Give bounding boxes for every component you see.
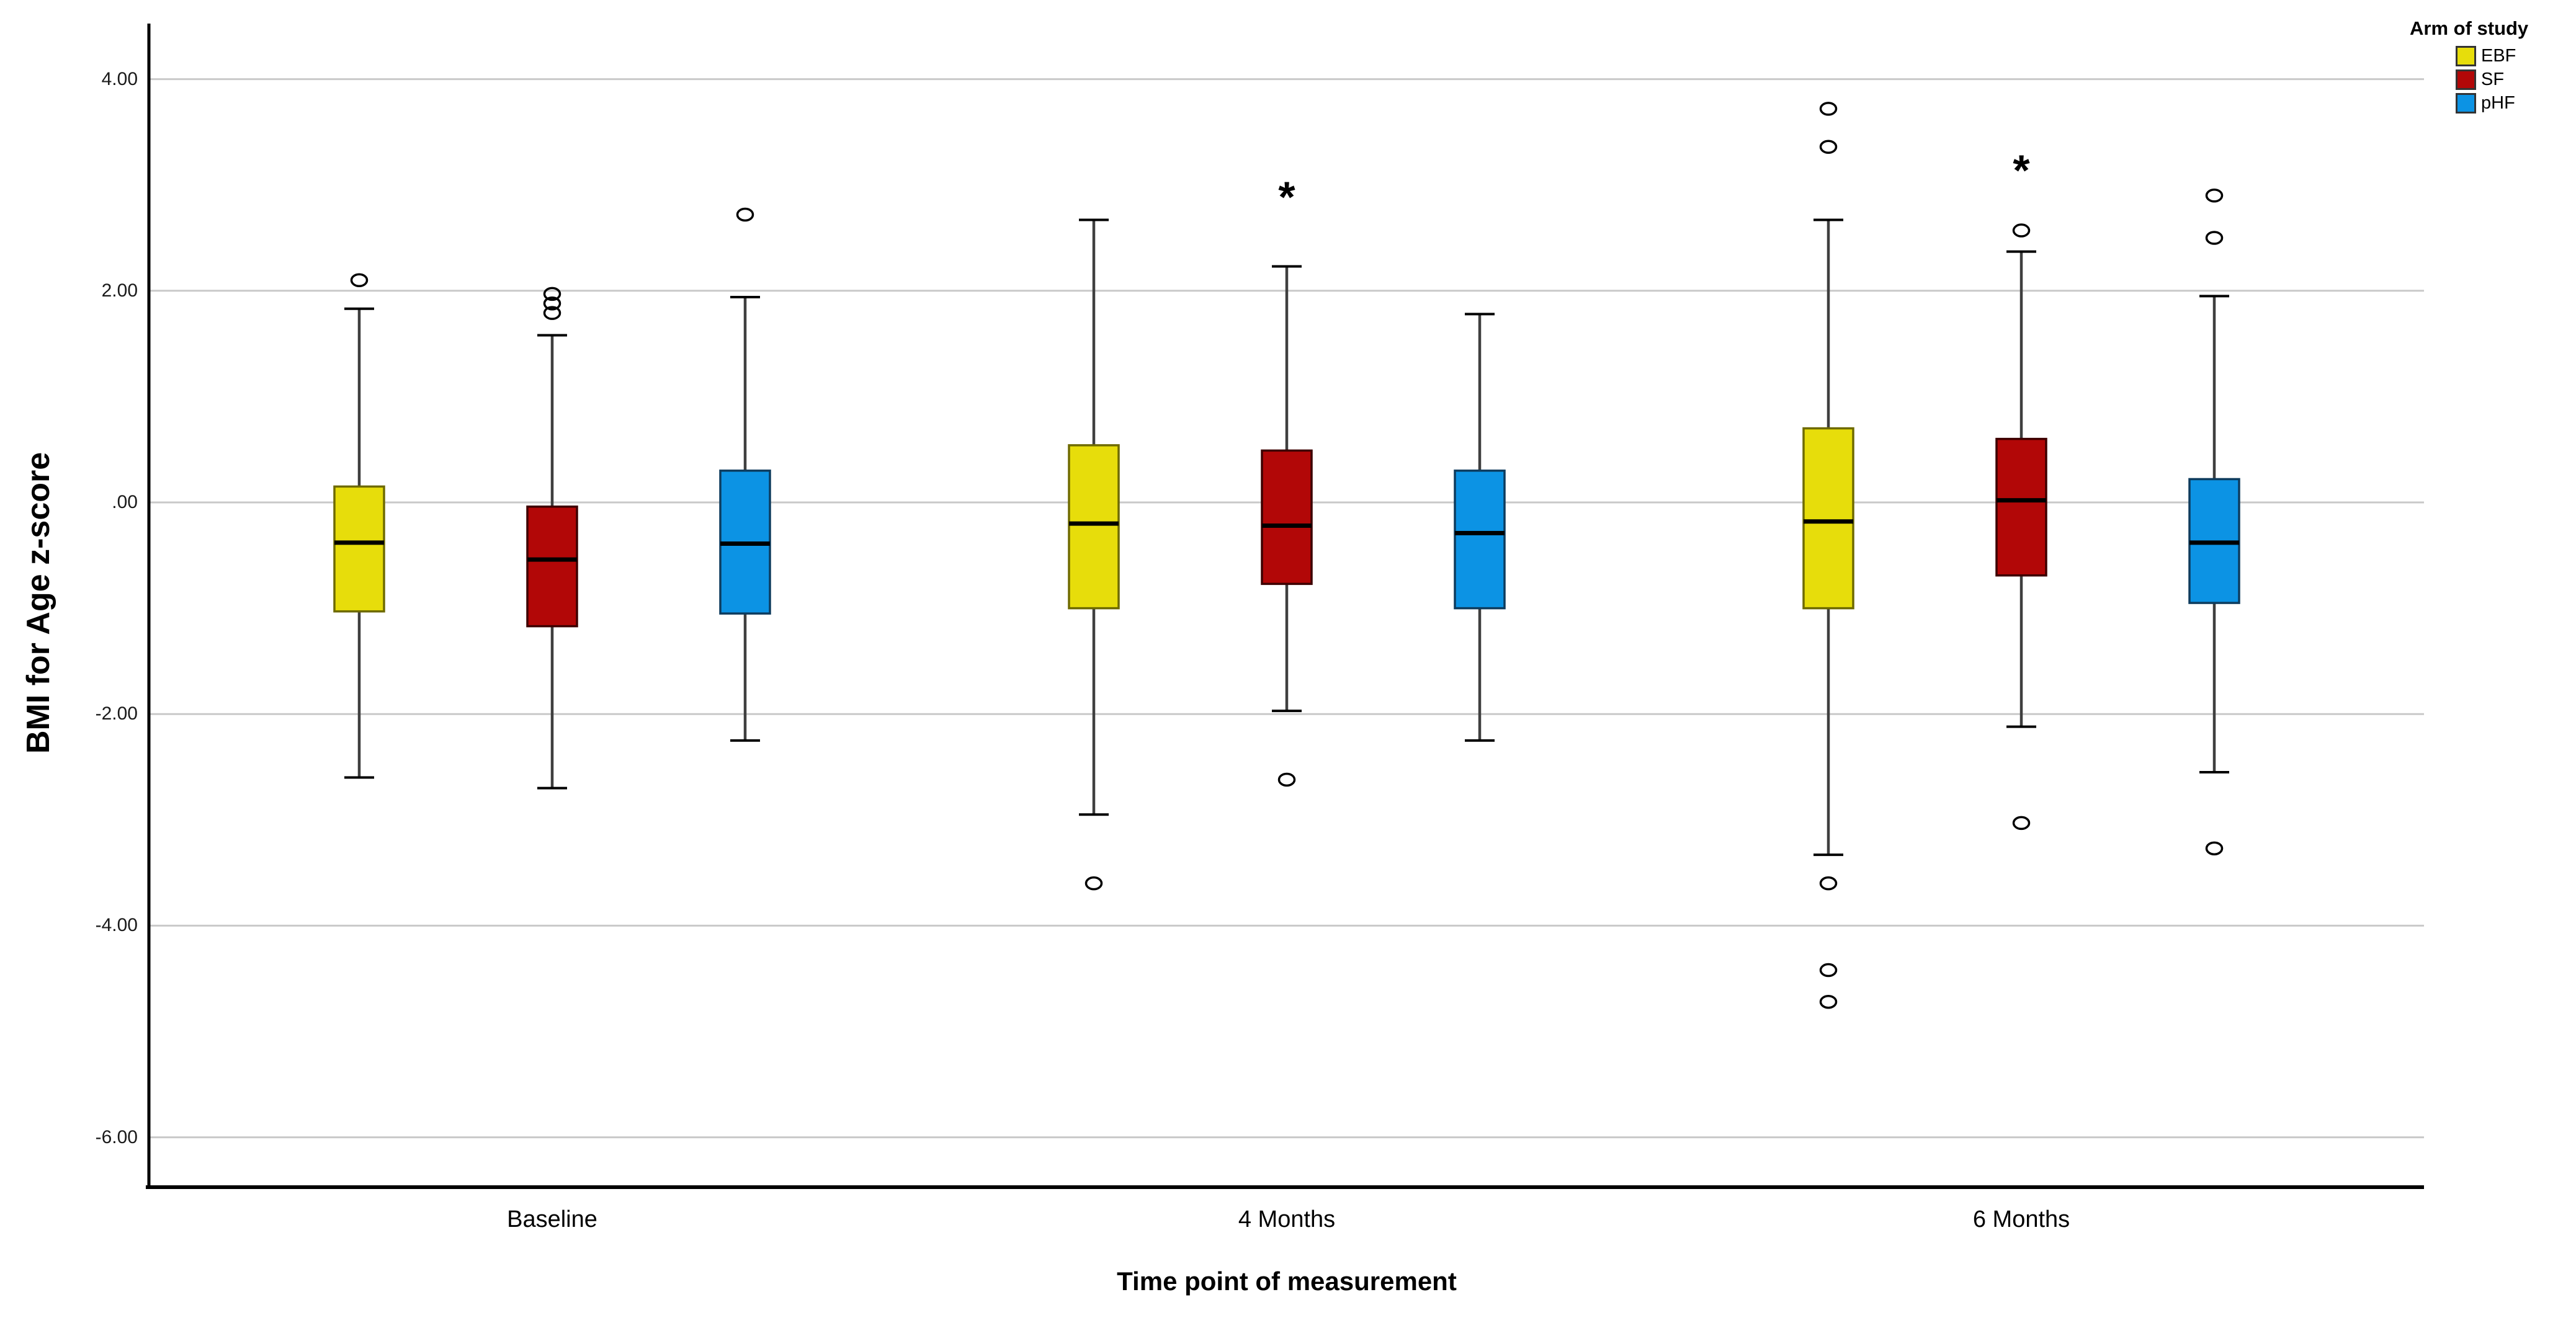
- x-axis-line: [146, 1185, 2424, 1189]
- x-category-label-6-months: 6 Months: [1972, 1206, 2070, 1232]
- iqr-box: [1995, 437, 2047, 577]
- iqr-box: [1068, 444, 1120, 610]
- legend: Arm of study EBF SF pHF: [2410, 17, 2576, 117]
- iqr-box: [1454, 470, 1506, 610]
- outlier-marker: [1819, 140, 1838, 154]
- y-tick-label: .00: [112, 492, 138, 512]
- box-pHF-4-months: [1454, 313, 1506, 742]
- legend-item-phf: pHF: [2456, 93, 2576, 114]
- outlier-marker: [1277, 772, 1296, 787]
- outlier-marker: [1085, 876, 1103, 891]
- outlier-marker: [2012, 816, 2031, 831]
- x-category-label-4-months: 4 Months: [1238, 1206, 1336, 1232]
- box-pHF-baseline: [719, 207, 771, 742]
- extreme-outlier-marker: *: [1278, 172, 1295, 221]
- box-pHF-6-months: [2188, 189, 2240, 856]
- box-SF-4-months: *: [1261, 172, 1313, 787]
- outlier-marker: [543, 306, 561, 320]
- y-tick-label: -2.00: [95, 703, 138, 724]
- outlier-marker: [2205, 841, 2224, 856]
- iqr-box: [1261, 449, 1313, 586]
- legend-item-ebf: EBF: [2456, 46, 2576, 66]
- y-tick-label: -4.00: [95, 915, 138, 936]
- x-axis-title: Time point of measurement: [1117, 1267, 1457, 1296]
- outlier-marker: [2205, 231, 2224, 245]
- legend-swatch-ebf: [2456, 46, 2476, 66]
- legend-swatch-sf: [2456, 69, 2476, 90]
- legend-label-sf: SF: [2481, 69, 2505, 89]
- y-tick-label: -6.00: [95, 1126, 138, 1147]
- box-SF-6-months: *: [1995, 146, 2047, 831]
- outlier-marker: [1819, 994, 1838, 1009]
- iqr-box: [1802, 427, 1854, 610]
- y-axis-line: [147, 24, 151, 1189]
- iqr-box: [333, 485, 385, 613]
- legend-label-ebf: EBF: [2481, 46, 2516, 66]
- extreme-outlier-marker: *: [2013, 146, 2030, 195]
- legend-item-sf: SF: [2456, 69, 2576, 90]
- legend-swatch-phf: [2456, 93, 2476, 114]
- legend-label-phf: pHF: [2481, 93, 2515, 113]
- box-EBF-4-months: [1068, 218, 1120, 891]
- outlier-marker: [1819, 102, 1838, 116]
- x-category-label-baseline: Baseline: [507, 1206, 597, 1232]
- y-tick-label: 2.00: [101, 280, 138, 301]
- outlier-marker: [2012, 223, 2031, 238]
- outlier-marker: [543, 287, 561, 301]
- box-SF-baseline: [526, 287, 578, 790]
- y-tick-label: 4.00: [101, 68, 138, 89]
- outlier-marker: [543, 296, 561, 311]
- outlier-marker: [736, 207, 754, 222]
- iqr-box: [526, 506, 578, 628]
- box-EBF-baseline: [333, 273, 385, 779]
- outlier-marker: [1819, 963, 1838, 978]
- outlier-marker: [1819, 876, 1838, 891]
- outlier-marker: [2205, 189, 2224, 203]
- outlier-marker: [350, 273, 369, 287]
- box-EBF-6-months: [1802, 102, 1854, 1009]
- legend-title: Arm of study: [2410, 17, 2529, 39]
